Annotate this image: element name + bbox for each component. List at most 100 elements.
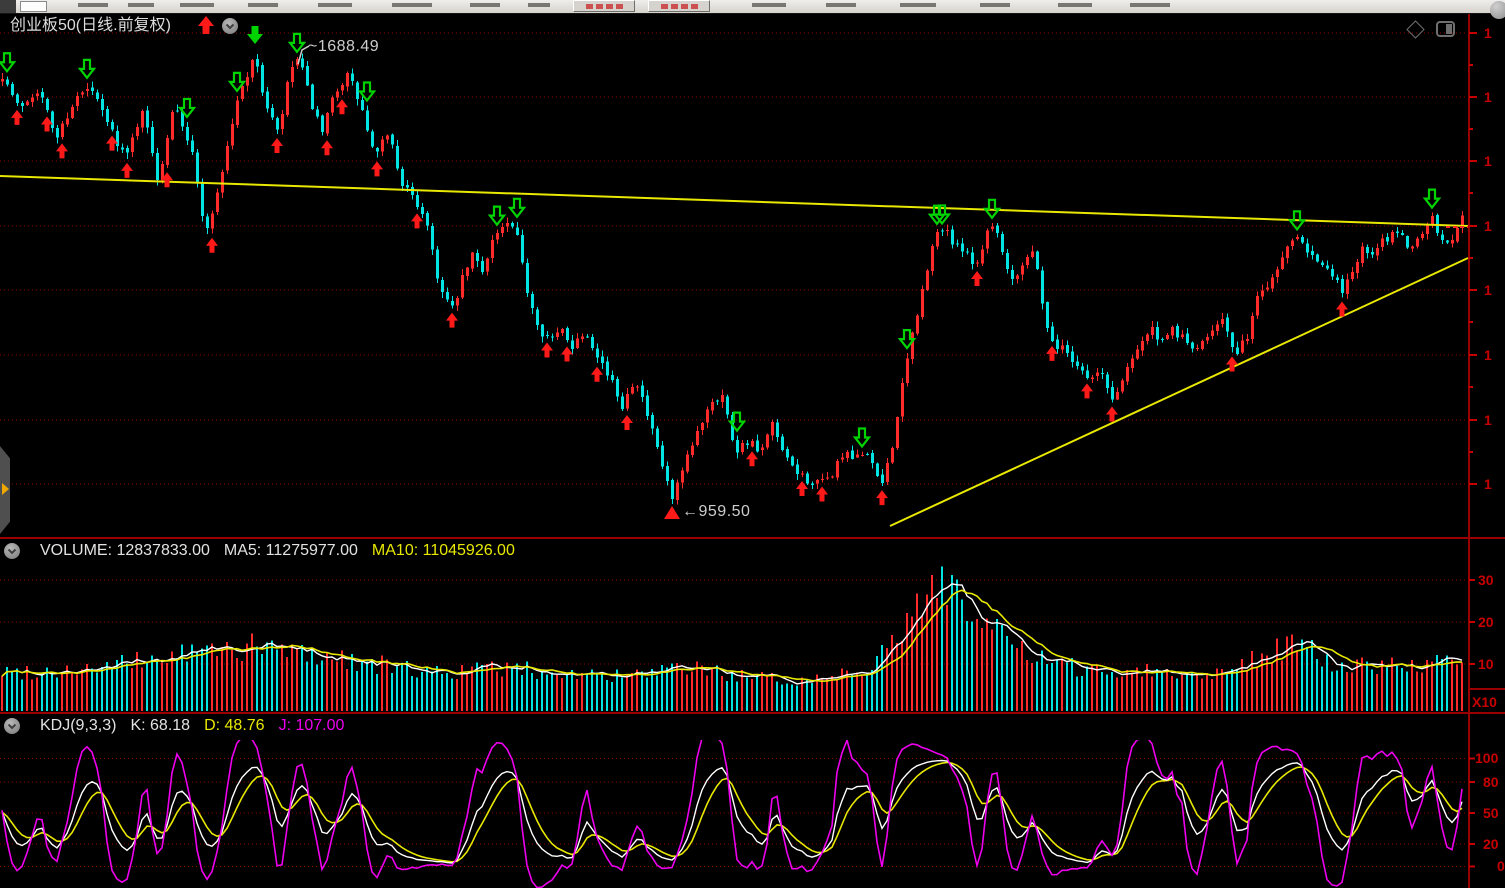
buy-signal-arrow (56, 143, 68, 159)
collapse-kdj-panel-button[interactable] (4, 718, 20, 734)
sell-signal-arrow (487, 205, 507, 227)
menu-text-fragment (1130, 3, 1170, 7)
kdj-d-line (1, 761, 1463, 863)
buy-signal-arrow (1336, 301, 1348, 317)
collapse-volume-panel-button[interactable] (4, 543, 20, 559)
sell-signal-arrow (0, 52, 17, 74)
panel-frame (0, 14, 1505, 888)
chevron-down-icon (7, 723, 17, 730)
buy-signal-arrow (796, 480, 808, 496)
buy-signal-arrow (336, 99, 348, 115)
price-axis-label: 1 (1484, 282, 1492, 298)
buy-signal-arrow (971, 270, 983, 286)
kdj-d-value: D: 48.76 (204, 717, 265, 734)
buy-signal-arrow (1106, 406, 1118, 422)
sell-signal-arrow (927, 204, 947, 226)
menu-text-fragment (392, 3, 432, 7)
kdj-panel-header: KDJ(9,3,3) K: 68.18 D: 48.76 J: 107.00 (0, 715, 358, 737)
volume-axis-label: 10 (1478, 656, 1494, 672)
menu-text-fragment (180, 3, 214, 7)
menu-corner-icon (0, 0, 16, 13)
buy-signal-arrow (816, 486, 828, 502)
chart-title-row: 创业板50(日线.前复权) (10, 15, 171, 37)
menu-text-fragment (980, 3, 1010, 7)
buy-signal-arrow (206, 237, 218, 253)
menu-text-fragment (528, 3, 550, 7)
sell-signal-arrow (727, 411, 747, 433)
sell-signal-arrow (227, 71, 247, 93)
menu-text-fragment (752, 3, 786, 7)
kdj-axis-label: 0 (1497, 858, 1505, 874)
kdj-lines (1, 740, 1463, 888)
sidebar-expand-handle[interactable] (0, 446, 10, 534)
sell-signal-arrow (852, 427, 872, 449)
high-price-label: ~1688.49 (308, 38, 380, 55)
sell-signal-arrow (932, 204, 952, 226)
buy-signal-arrow (41, 116, 53, 132)
volume-ma10-line (1, 589, 1463, 683)
chevron-down-icon (7, 548, 17, 555)
buy-signal-arrow (371, 161, 383, 177)
sell-signal-arrow (507, 197, 527, 219)
menu-text-fragment (318, 3, 352, 7)
volume-value: VOLUME: 12837833.00 (40, 542, 210, 559)
menu-round-button[interactable] (1490, 1, 1505, 19)
toolbar-button[interactable] (573, 0, 635, 12)
sell-signal-arrow (1422, 188, 1442, 210)
toolbar-swatch[interactable] (20, 1, 47, 12)
sell-signal-arrow (287, 32, 307, 54)
buy-signal-arrow (1226, 356, 1238, 372)
buy-signal-arrow (746, 451, 758, 467)
buy-signal-arrow (541, 342, 553, 358)
kdj-k-value: K: 68.18 (130, 717, 191, 734)
chart-title: 创业板50(日线.前复权) (10, 17, 171, 34)
volume-unit-label: X10 (1472, 694, 1497, 710)
buy-signal-arrow (11, 109, 23, 125)
volume-ma10-value: MA10: 11045926.00 (371, 542, 515, 559)
menu-text-fragment (826, 3, 856, 7)
axis-ticks (1469, 32, 1477, 868)
price-axis-label: 1 (1484, 347, 1492, 363)
kdj-title: KDJ(9,3,3) (40, 717, 117, 734)
buy-signal-arrow (161, 172, 173, 188)
kdj-axis-label: 20 (1483, 836, 1499, 852)
volume-axis-label: 30 (1478, 572, 1494, 588)
buy-signal-arrow (1046, 345, 1058, 361)
buy-signal-arrow (411, 213, 423, 229)
buy-signal-arrow (321, 140, 333, 156)
menu-text-fragment (78, 3, 108, 7)
volume-axis-label: 20 (1478, 614, 1494, 630)
price-axis-label: 1 (1484, 89, 1492, 105)
sell-signal-arrow (177, 97, 197, 119)
menu-text-fragment (128, 3, 154, 7)
volume-bars (1, 566, 1463, 711)
buy-signal-arrow (561, 346, 573, 362)
gridlines (0, 32, 1468, 867)
collapse-main-chart-button[interactable] (222, 18, 238, 34)
sell-signal-arrow (1287, 210, 1307, 232)
buy-signal-arrow (121, 162, 133, 178)
sell-signal-arrow (77, 58, 97, 80)
buy-signal-arrow (621, 414, 633, 430)
kdj-k-line (1, 759, 1463, 864)
signal-arrows (0, 32, 1442, 506)
kdj-axis-label: 100 (1475, 750, 1499, 766)
sell-signal-arrow (982, 198, 1002, 220)
signal-up-arrow-icon (198, 16, 214, 34)
trendlines (0, 175, 1469, 527)
volume-panel-header: VOLUME: 12837833.00 MA5: 11275977.00 MA10:… (0, 540, 529, 562)
menu-text-fragment (1058, 3, 1092, 7)
buy-signal-arrow (446, 312, 458, 328)
menu-text-fragment (470, 3, 500, 7)
panel-layout-icon[interactable] (1436, 21, 1455, 37)
buy-signal-arrow (106, 135, 118, 151)
buy-signal-arrow (271, 137, 283, 153)
expand-arrow-icon (2, 483, 9, 495)
kdj-axis-label: 80 (1483, 774, 1499, 790)
toolbar-button[interactable] (648, 0, 710, 12)
menu-bar (0, 0, 1505, 19)
high-marker (297, 45, 310, 65)
price-axis-label: 1 (1484, 412, 1492, 428)
